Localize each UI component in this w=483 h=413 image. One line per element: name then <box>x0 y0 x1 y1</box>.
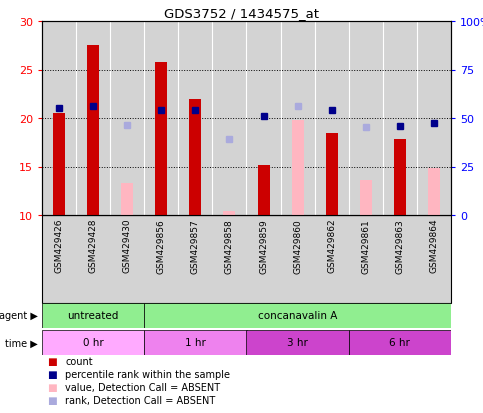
Bar <box>246 330 349 355</box>
Text: 0 hr: 0 hr <box>83 338 103 348</box>
Bar <box>292 121 304 216</box>
Text: 3 hr: 3 hr <box>287 338 308 348</box>
Bar <box>224 211 235 216</box>
Text: agent ▶: agent ▶ <box>0 311 38 321</box>
Text: ■: ■ <box>47 356 57 366</box>
Text: ■: ■ <box>47 382 57 392</box>
Bar <box>144 303 451 328</box>
Text: count: count <box>65 356 93 366</box>
Bar <box>189 100 201 216</box>
Bar <box>42 330 144 355</box>
Text: untreated: untreated <box>68 311 119 321</box>
Bar <box>428 169 440 216</box>
Bar <box>87 46 99 216</box>
Text: value, Detection Call = ABSENT: value, Detection Call = ABSENT <box>65 382 220 392</box>
Text: percentile rank within the sample: percentile rank within the sample <box>65 369 230 379</box>
Text: 6 hr: 6 hr <box>389 338 411 348</box>
Bar <box>257 165 270 216</box>
Text: ■: ■ <box>47 369 57 379</box>
Text: 1 hr: 1 hr <box>185 338 206 348</box>
Text: rank, Detection Call = ABSENT: rank, Detection Call = ABSENT <box>65 395 215 405</box>
Bar <box>53 114 65 216</box>
Bar <box>394 140 406 216</box>
Bar <box>144 330 246 355</box>
Bar <box>121 183 133 216</box>
Text: time ▶: time ▶ <box>5 338 38 348</box>
Bar <box>326 133 338 216</box>
Bar <box>349 330 451 355</box>
Text: concanavalin A: concanavalin A <box>258 311 337 321</box>
Bar <box>360 180 372 216</box>
Bar <box>156 63 167 216</box>
Text: GDS3752 / 1434575_at: GDS3752 / 1434575_at <box>164 7 319 19</box>
Bar <box>42 303 144 328</box>
Text: ■: ■ <box>47 395 57 405</box>
